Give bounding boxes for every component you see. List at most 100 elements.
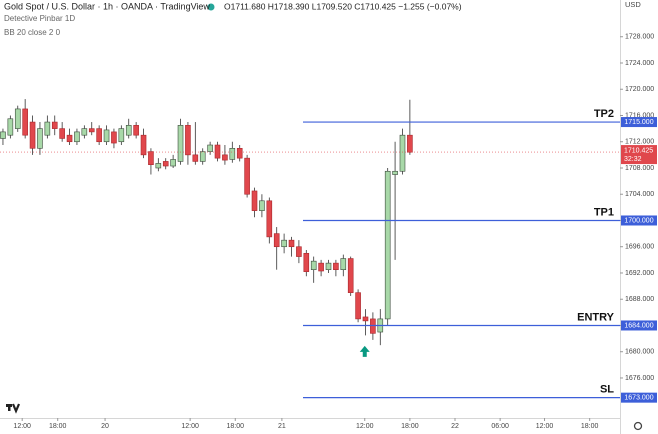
candle-body bbox=[273, 233, 280, 248]
y-tick-label: 1676.000 bbox=[625, 375, 654, 382]
y-tick-label: 1688.000 bbox=[625, 296, 654, 303]
chart-title: Gold Spot / U.S. Dollar · 1h · OANDA · T… bbox=[4, 1, 210, 11]
candle-body bbox=[88, 128, 95, 133]
y-tick-label: 1696.000 bbox=[625, 244, 654, 251]
x-tick-label: 12:00 bbox=[536, 423, 554, 430]
candle-body bbox=[192, 154, 199, 162]
candle-body bbox=[392, 170, 398, 175]
candle-body bbox=[37, 128, 43, 149]
y-tick-label: 1708.000 bbox=[625, 165, 654, 172]
y-tick-label: 1680.000 bbox=[625, 349, 654, 356]
y-tick-label: 1704.000 bbox=[625, 191, 654, 198]
level-price-box bbox=[621, 215, 657, 226]
countdown-label: 32:32 bbox=[624, 156, 642, 163]
level-price-label: 1700.000 bbox=[624, 217, 653, 224]
x-tick-label: 20 bbox=[101, 423, 109, 430]
candle-body bbox=[236, 148, 243, 159]
x-tick-label: 18:00 bbox=[401, 423, 419, 430]
y-tick-label: 1716.000 bbox=[625, 112, 654, 119]
candle-body bbox=[199, 151, 206, 162]
candle-body bbox=[259, 200, 265, 211]
candle-body bbox=[125, 125, 132, 136]
candle-body bbox=[318, 262, 324, 272]
candle-body bbox=[325, 262, 332, 270]
candle-body bbox=[170, 159, 176, 167]
candle-body bbox=[347, 258, 354, 293]
candle-body bbox=[281, 239, 287, 248]
candle-body bbox=[370, 318, 376, 334]
candle-body bbox=[140, 134, 147, 156]
x-tick-label: 12:00 bbox=[181, 423, 199, 430]
candle-body bbox=[214, 144, 221, 159]
candle-body bbox=[310, 260, 317, 270]
candle-body bbox=[96, 128, 102, 143]
candle-body bbox=[340, 258, 347, 270]
candle-body bbox=[103, 129, 110, 143]
candle-body bbox=[296, 246, 302, 257]
level-price-label: 1715.000 bbox=[624, 119, 653, 126]
candle-body bbox=[29, 121, 36, 149]
y-tick-label: 1720.000 bbox=[625, 86, 654, 93]
candle-body bbox=[155, 163, 162, 169]
candle-body bbox=[0, 131, 6, 139]
x-tick-label: 22 bbox=[451, 423, 459, 430]
y-tick-label: 1724.000 bbox=[625, 60, 654, 67]
status-dot bbox=[207, 3, 215, 11]
x-tick-label: 12:00 bbox=[13, 423, 31, 430]
y-tick-label: 1712.000 bbox=[625, 139, 654, 146]
level-name: TP1 bbox=[594, 206, 614, 218]
candle-body bbox=[148, 151, 154, 166]
candle-body bbox=[407, 134, 413, 153]
candle-body bbox=[362, 316, 369, 322]
candle-body bbox=[229, 148, 236, 160]
candle-body bbox=[399, 134, 406, 172]
settings-icon[interactable] bbox=[633, 421, 643, 431]
candle-body bbox=[355, 292, 361, 320]
x-tick-label: 06:00 bbox=[491, 423, 509, 430]
x-tick-label: 21 bbox=[278, 423, 286, 430]
candle-body bbox=[185, 125, 191, 156]
x-tick-label: 12:00 bbox=[356, 423, 374, 430]
candle-body bbox=[177, 125, 184, 162]
candle-body bbox=[111, 131, 117, 144]
candle-body bbox=[303, 252, 310, 272]
indicator-label: Detective Pinbar 1D bbox=[4, 14, 75, 23]
level-price-box bbox=[621, 117, 657, 128]
candle-body bbox=[384, 170, 391, 320]
ohlc-text: O1711.680 H1718.390 L1709.520 C1710.425 … bbox=[224, 1, 462, 11]
candle-body bbox=[333, 262, 339, 270]
candle-body bbox=[51, 121, 58, 129]
candle-body bbox=[251, 190, 258, 211]
y-tick-label: 1692.000 bbox=[625, 270, 654, 277]
level-name: TP2 bbox=[594, 108, 614, 120]
candle-body bbox=[81, 128, 88, 136]
currency-label: USD bbox=[625, 0, 641, 9]
x-tick-label: 18:00 bbox=[581, 423, 599, 430]
last-price-box bbox=[621, 145, 657, 165]
x-tick-label: 18:00 bbox=[49, 423, 67, 430]
candle-body bbox=[133, 125, 139, 136]
x-tick-label: 18:00 bbox=[227, 423, 245, 430]
candle-body bbox=[118, 128, 125, 143]
candle-body bbox=[44, 121, 51, 136]
level-price-label: 1684.000 bbox=[624, 322, 653, 329]
candle-body bbox=[207, 144, 213, 152]
level-name: ENTRY bbox=[577, 311, 615, 323]
level-name: SL bbox=[600, 384, 614, 396]
entry-arrow bbox=[359, 345, 370, 357]
candle-body bbox=[7, 118, 14, 136]
last-price-label: 1710.425 bbox=[624, 147, 653, 154]
candle-body bbox=[162, 161, 169, 167]
candle-body bbox=[22, 108, 28, 136]
candle-body bbox=[74, 131, 80, 143]
y-tick-label: 1728.000 bbox=[625, 34, 654, 41]
candle-body bbox=[244, 157, 250, 195]
level-price-box bbox=[621, 320, 657, 331]
candle-body bbox=[14, 108, 21, 129]
candle-body bbox=[288, 239, 295, 248]
level-price-box bbox=[621, 392, 657, 403]
tv-logo bbox=[6, 403, 21, 414]
candle-body bbox=[66, 134, 73, 143]
level-price-label: 1673.000 bbox=[624, 395, 653, 402]
